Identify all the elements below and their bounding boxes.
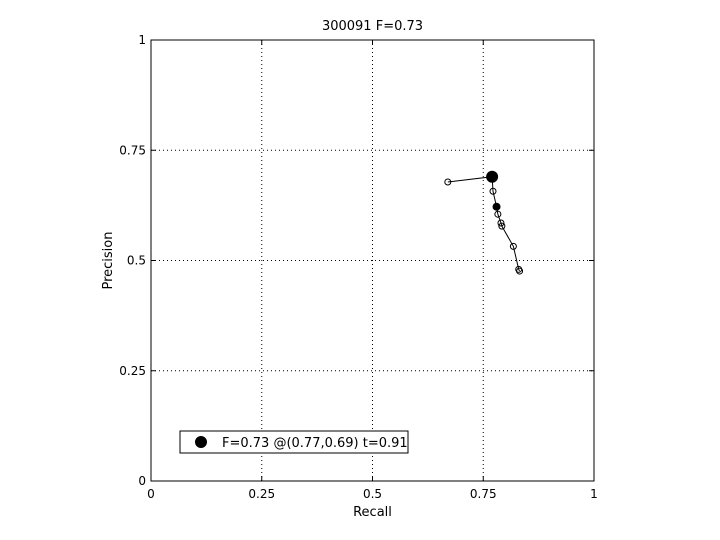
best-f-point-marker — [486, 170, 499, 183]
pr-curve-point — [489, 187, 497, 195]
x-axis-label: Recall — [353, 505, 392, 520]
y-tick-label: 1 — [138, 33, 146, 47]
y-tick-label: 0.5 — [127, 254, 146, 268]
x-tick-label: 0 — [147, 487, 155, 501]
y-axis-label: Precision — [101, 231, 116, 289]
legend-box — [179, 430, 409, 454]
chart-title: 300091 F=0.73 — [322, 19, 423, 34]
secondary-point-marker — [492, 202, 501, 211]
pr-curve-point — [497, 219, 505, 227]
legend: F=0.73 @(0.77,0.69) t=0.91 — [179, 430, 409, 454]
y-tick-label: 0 — [138, 474, 146, 488]
pr-curve-point — [509, 242, 517, 250]
pr-curve-point — [516, 267, 524, 275]
x-tick-label: 0.75 — [470, 487, 497, 501]
grid-lines — [151, 40, 594, 481]
data-layer — [444, 170, 524, 275]
x-tick-label: 0.25 — [248, 487, 275, 501]
pr-curve-point — [498, 222, 506, 230]
pr-curve-line — [447, 176, 521, 272]
y-tick-label: 0.25 — [119, 364, 146, 378]
axis-ticks: 0 0.25 0.5 0.75 1 0 0.25 0.5 0.75 1 — [119, 33, 598, 501]
pr-curve-point — [444, 178, 452, 186]
pr-curve-point — [494, 210, 502, 218]
y-tick-label: 0.75 — [119, 143, 146, 157]
legend-label: F=0.73 @(0.77,0.69) t=0.91 — [222, 436, 408, 451]
x-tick-label: 1 — [590, 487, 598, 501]
x-tick-label: 0.5 — [363, 487, 382, 501]
legend-marker — [195, 436, 207, 448]
